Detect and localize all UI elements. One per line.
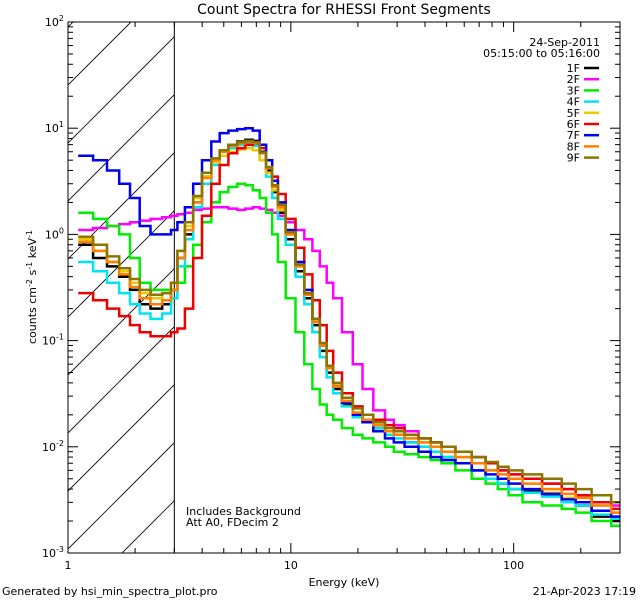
y-axis-label: counts cm-2 s-1 keV-1 <box>25 230 39 344</box>
plot-frame <box>67 21 621 554</box>
y-tick-label: 101 <box>45 120 64 135</box>
date-label: 24-Sep-2011 <box>529 36 600 49</box>
hatch-line <box>586 0 640 553</box>
timestamp-label: 21-Apr-2023 17:19 <box>533 585 636 598</box>
chart-title: Count Spectra for RHESSI Front Segments <box>197 2 491 18</box>
y-axis-label-prefix: counts cm <box>26 287 39 344</box>
time-range-label: 05:15:00 to 05:16:00 <box>483 47 600 60</box>
legend-label: 4F <box>567 96 580 109</box>
y-tick-label: 10-1 <box>42 333 64 348</box>
legend-label: 7F <box>567 129 580 142</box>
excluded-energy-hatch <box>68 0 640 553</box>
series-layer <box>78 126 620 528</box>
hatch-line <box>68 22 132 86</box>
y-axis-label-exp2: -1 <box>25 262 34 270</box>
generated-by-label: Generated by hsi_min_spectra_plot.pro <box>2 585 218 598</box>
y-tick-label: 100 <box>45 226 64 241</box>
y-tick-label: 102 <box>45 14 64 29</box>
series-2F <box>78 206 620 507</box>
hatch-line <box>68 152 175 260</box>
hatch-line <box>528 0 640 553</box>
series-6F <box>78 142 620 511</box>
axes: 1 10 100 10-3 10-2 10-1 100 101 102 <box>42 14 621 572</box>
legend-label: 3F <box>567 84 580 97</box>
y-tick-label: 10-3 <box>42 545 64 560</box>
x-tick-label: 10 <box>284 559 298 572</box>
x-axis-label: Energy (keV) <box>309 576 380 589</box>
legend-label: 6F <box>567 118 580 131</box>
x-tick-label: 1 <box>65 559 72 572</box>
annotation-attenuator: Att A0, FDecim 2 <box>186 516 279 529</box>
legend-label: 8F <box>567 140 580 153</box>
hatch-line <box>68 442 175 550</box>
y-axis-label-exp1: -2 <box>25 279 34 287</box>
legend-label: 5F <box>567 107 580 120</box>
y-axis-label-mid: s <box>26 269 39 278</box>
hatch-line <box>68 210 175 318</box>
hatch-line <box>412 0 640 553</box>
hatch-line <box>68 94 175 202</box>
annotation-background: Includes Background <box>186 505 301 518</box>
series-4F <box>78 142 620 521</box>
y-tick-label: 10-2 <box>42 439 64 454</box>
legend-label: 9F <box>567 152 580 165</box>
y-axis-label-exp3: -1 <box>25 230 34 238</box>
legend-label: 1F <box>567 62 580 75</box>
series-1F <box>78 138 620 523</box>
hatch-line <box>68 326 175 434</box>
hatch-line <box>68 384 175 492</box>
series-8F <box>78 140 620 514</box>
series-3F <box>78 182 620 528</box>
hatch-line <box>121 500 175 553</box>
series-9F <box>78 139 620 504</box>
legend-label: 2F <box>567 73 580 86</box>
y-axis-label-unit: keV <box>26 238 39 262</box>
series-7F <box>78 126 620 518</box>
x-tick-label: 100 <box>503 559 524 572</box>
